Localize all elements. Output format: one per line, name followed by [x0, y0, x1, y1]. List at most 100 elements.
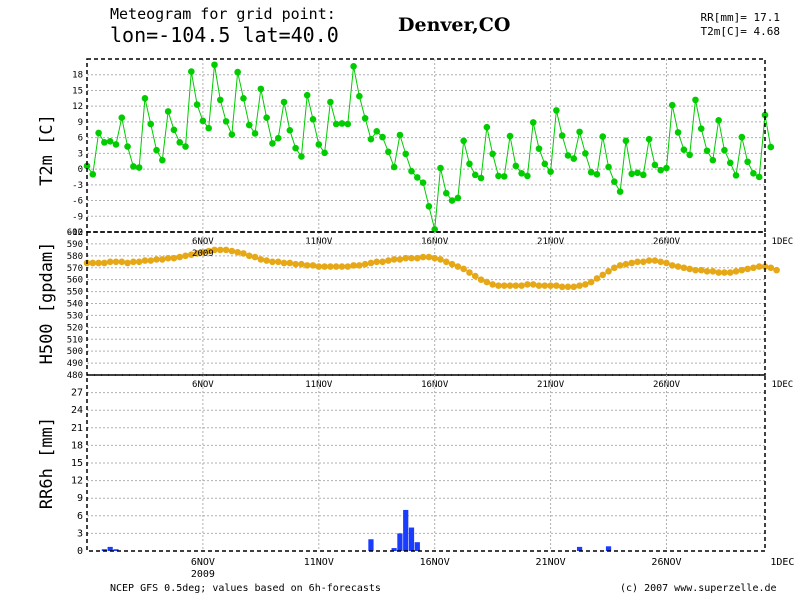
h500-point: [188, 251, 195, 258]
h500-point: [576, 282, 583, 289]
h500-point: [298, 260, 305, 268]
t2m-point: [182, 143, 189, 150]
y-tick-label: 0: [78, 165, 83, 175]
y-tick-label: 18: [72, 71, 83, 81]
t2m-point: [164, 108, 172, 115]
y-tick-label: 520: [67, 323, 83, 333]
x-tick-label: 26NOV: [651, 557, 681, 568]
y-tick-label: 6: [77, 511, 83, 522]
h500-point: [518, 282, 525, 289]
t2m-point: [356, 92, 363, 100]
t2m-point: [89, 171, 97, 178]
t2m-point: [715, 117, 722, 124]
t2m-point: [674, 129, 682, 136]
h500-point: [199, 248, 207, 256]
rr6h-bar: [605, 546, 612, 551]
h500-point: [112, 258, 120, 266]
y-tick-label: 9: [78, 118, 83, 128]
h500-point: [558, 283, 566, 291]
t2m-point: [135, 164, 143, 171]
t2m-point: [390, 163, 398, 171]
h500-point: [101, 259, 108, 267]
t2m-point: [437, 164, 444, 172]
h500-point: [593, 275, 601, 282]
t2m-point: [153, 146, 160, 154]
y-tick-label: 9: [77, 493, 83, 504]
h500-point: [535, 282, 543, 289]
rr6h-bar: [414, 542, 420, 551]
t2m-point: [755, 173, 763, 181]
grid-point-coordinates: lon=-104.5 lat=40.0: [110, 23, 339, 47]
y-tick-label: -6: [72, 197, 83, 207]
h500-point: [553, 282, 560, 289]
t2m-point: [651, 161, 659, 169]
meteogram-title: Meteogram for grid point:: [110, 5, 336, 23]
t2m-point: [477, 174, 485, 182]
y-tick-label: 15: [72, 86, 83, 96]
h500-point: [726, 269, 734, 276]
t2m-point: [460, 137, 467, 145]
h500-point: [645, 257, 653, 264]
t2m-point: [315, 141, 323, 148]
y-tick-label: 18: [71, 440, 83, 451]
h500-point: [396, 256, 404, 263]
y-tick-label: 600: [67, 228, 83, 238]
h500-point: [489, 281, 496, 288]
h500-point: [582, 281, 589, 288]
h500-point: [564, 283, 572, 291]
t2m-point: [385, 148, 392, 156]
t2m-point: [692, 96, 699, 104]
h500-point: [106, 258, 114, 266]
t2m-point: [697, 125, 705, 133]
panel-frame: [86, 231, 766, 376]
h500-point: [605, 268, 612, 275]
t2m-point: [657, 166, 664, 174]
h500-point: [506, 282, 514, 289]
h500-point: [547, 282, 554, 289]
t2m-point: [512, 162, 520, 170]
t2m-point: [112, 141, 120, 148]
t2m-point: [211, 61, 218, 69]
h500-point: [761, 263, 769, 270]
t2m-point: [703, 147, 711, 155]
h500-point: [674, 263, 682, 270]
t2m-point: [373, 128, 381, 135]
t2m-point: [106, 138, 114, 145]
t2m-point: [709, 156, 717, 164]
t2m-point: [379, 133, 386, 141]
t2m-point: [628, 170, 636, 178]
h500-point: [587, 278, 595, 286]
h500-point: [512, 282, 520, 289]
t2m-point: [761, 111, 769, 119]
h500-point: [118, 258, 126, 266]
t2m-point: [680, 146, 688, 153]
x-tick-label: 21NOV: [536, 557, 566, 568]
t2m-point: [222, 118, 230, 125]
t2m-point: [321, 149, 328, 157]
t2m-point: [234, 68, 241, 76]
h500-point: [454, 263, 462, 270]
t2m-point: [176, 139, 184, 146]
t2m-point: [500, 173, 508, 180]
h500-point: [274, 258, 282, 266]
t2m-point: [402, 150, 410, 158]
t2m-point: [367, 135, 375, 143]
h500-point: [257, 256, 265, 263]
t2m-point: [332, 120, 340, 128]
h500-point: [570, 283, 578, 291]
h500-point: [721, 269, 728, 276]
t2m-point: [338, 120, 346, 127]
t2m-point: [582, 150, 589, 157]
h500-point: [135, 258, 143, 266]
year-label: 2009: [191, 569, 215, 580]
h500-point: [170, 254, 178, 262]
h500-point: [182, 252, 189, 260]
h500-point: [622, 260, 630, 268]
location-name: Denver,CO: [398, 14, 511, 36]
h500-point: [408, 254, 415, 262]
h500-point: [89, 259, 97, 267]
h500-point: [495, 282, 502, 289]
h500-point: [738, 266, 746, 274]
h500-point: [657, 258, 664, 266]
